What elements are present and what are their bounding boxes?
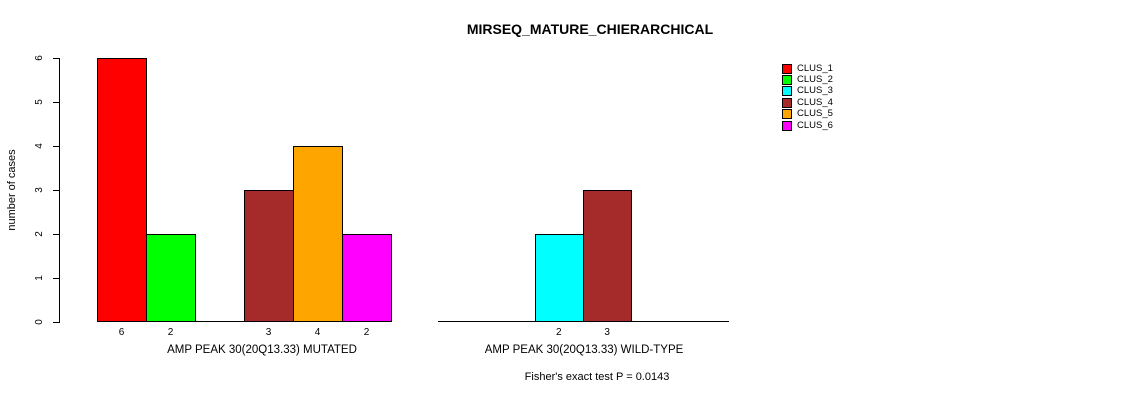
y-tick-label: 6 (34, 55, 45, 61)
bar-value-label: 2 (556, 327, 562, 338)
y-tick (53, 146, 59, 147)
legend-item-clus_1: CLUS_1 (782, 63, 833, 74)
bar-value-label: 2 (167, 327, 174, 338)
legend: CLUS_1 CLUS_2 CLUS_3 CLUS_4 CLUS_5 CLUS_6 (782, 63, 833, 131)
legend-label: CLUS_6 (797, 119, 833, 131)
y-tick-label: 1 (34, 275, 45, 281)
bar-value-label: 6 (118, 327, 125, 338)
legend-swatch-clus_3 (782, 86, 792, 97)
y-tick (53, 58, 59, 59)
y-axis (59, 58, 60, 323)
y-tick (53, 322, 59, 323)
y-tick (53, 234, 59, 235)
y-tick-label: 4 (34, 143, 45, 149)
legend-item-clus_5: CLUS_5 (782, 109, 833, 120)
y-tick-label: 3 (34, 187, 45, 193)
legend-swatch-clus_1 (782, 63, 792, 74)
legend-swatch-clus_5 (782, 109, 792, 120)
legend-swatch-clus_6 (782, 120, 792, 131)
bar-value-label: 3 (604, 327, 610, 338)
bar-clus_4-group2 (582, 190, 633, 322)
bar-clus_2-group1 (146, 234, 196, 322)
bar-clus_6-group1 (342, 234, 392, 322)
footnote-fisher-test: Fisher's exact test P = 0.0143 (524, 371, 670, 383)
plot-title: MIRSEQ_MATURE_CHIERARCHICAL (466, 21, 714, 37)
legend-label: CLUS_5 (797, 108, 833, 120)
y-tick (53, 278, 59, 279)
legend-item-clus_6: CLUS_6 (782, 120, 833, 131)
bar-clus_4-group1 (244, 190, 294, 322)
bar-clus_1-group1 (97, 58, 147, 322)
legend-label: CLUS_3 (797, 85, 833, 97)
legend-label: CLUS_1 (797, 62, 833, 74)
y-tick-label: 0 (34, 319, 45, 325)
bar-value-label: 3 (265, 327, 272, 338)
bar-value-label: 4 (314, 327, 321, 338)
x-group-label: AMP PEAK 30(20Q13.33) MUTATED (167, 344, 357, 356)
y-tick-label: 5 (34, 99, 45, 105)
legend-label: CLUS_4 (797, 96, 833, 108)
y-tick-label: 2 (34, 231, 45, 237)
legend-item-clus_3: CLUS_3 (782, 86, 833, 97)
legend-label: CLUS_2 (797, 74, 833, 86)
y-tick (53, 102, 59, 103)
x-group-label: AMP PEAK 30(20Q13.33) WILD-TYPE (484, 344, 684, 356)
legend-item-clus_4: CLUS_4 (782, 97, 833, 108)
y-tick (53, 190, 59, 191)
bar-clus_3-group2 (534, 234, 584, 322)
bar-value-label: 2 (363, 327, 370, 338)
legend-swatch-clus_2 (782, 75, 792, 86)
bar-clus_5-group1 (293, 146, 343, 322)
legend-swatch-clus_4 (782, 97, 792, 108)
legend-item-clus_2: CLUS_2 (782, 74, 833, 86)
